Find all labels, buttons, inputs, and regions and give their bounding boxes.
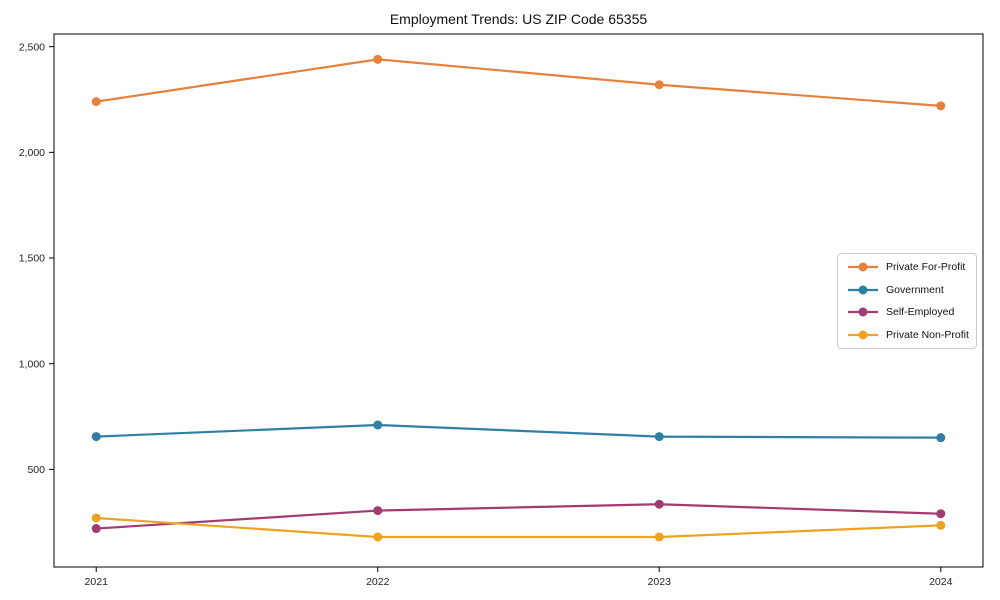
data-point-government: [654, 432, 664, 442]
x-tick-label: 2021: [85, 576, 109, 588]
legend-item: Self-Employed: [847, 306, 970, 318]
series-line-government: [96, 423, 941, 439]
series-line-private-for-profit: [96, 58, 941, 107]
legend-item: Private For-Profit: [847, 261, 970, 273]
data-point-self-employed: [654, 499, 664, 509]
legend: Private For-Profit Government Self-Employe…: [837, 253, 977, 349]
legend-label: Private For-Profit: [886, 261, 966, 273]
legend-item: Government: [847, 284, 970, 296]
legend-line-marker-icon: [848, 330, 878, 340]
legend-line-marker-icon: [848, 307, 878, 317]
data-point-private-non-profit: [654, 532, 664, 542]
y-tick-label: 2,500: [19, 41, 45, 53]
data-point-private-for-profit: [936, 101, 946, 111]
data-point-government: [936, 433, 946, 443]
data-point-private-non-profit: [936, 520, 946, 530]
chart-title: Employment Trends: US ZIP Code 65355: [389, 11, 648, 27]
data-point-government: [91, 432, 101, 442]
legend-label: Government: [886, 283, 944, 296]
data-point-self-employed: [91, 524, 101, 534]
data-point-private-non-profit: [91, 513, 101, 523]
data-point-private-for-profit: [654, 80, 664, 90]
series-line-self-employed: [96, 503, 941, 530]
legend-dot-icon: [858, 307, 868, 317]
y-tick-label: 1,000: [19, 358, 45, 370]
data-point-government: [373, 420, 383, 430]
legend-line-marker-icon: [848, 262, 878, 272]
x-tick-label: 2022: [366, 576, 390, 588]
y-tick-label: 500: [27, 464, 45, 476]
legend-dot-icon: [858, 262, 868, 272]
x-tick-label: 2023: [648, 576, 672, 588]
x-tick-label: 2024: [929, 576, 953, 588]
y-tick-label: 2,000: [19, 147, 45, 159]
data-point-self-employed: [373, 506, 383, 516]
data-point-private-non-profit: [373, 532, 383, 542]
y-tick-label: 1,500: [19, 253, 45, 265]
legend-dot-icon: [858, 330, 868, 340]
data-point-private-for-profit: [91, 97, 101, 107]
legend-line-marker-icon: [848, 285, 878, 295]
data-point-self-employed: [936, 509, 946, 519]
legend-label: Self-Employed: [886, 306, 955, 319]
legend-item: Private Non-Profit: [847, 329, 970, 341]
legend-label: Private Non-Profit: [886, 328, 969, 341]
plot-frame: [53, 33, 984, 568]
legend-dot-icon: [858, 285, 868, 295]
series-line-private-non-profit: [96, 516, 941, 539]
data-point-private-for-profit: [373, 54, 383, 64]
